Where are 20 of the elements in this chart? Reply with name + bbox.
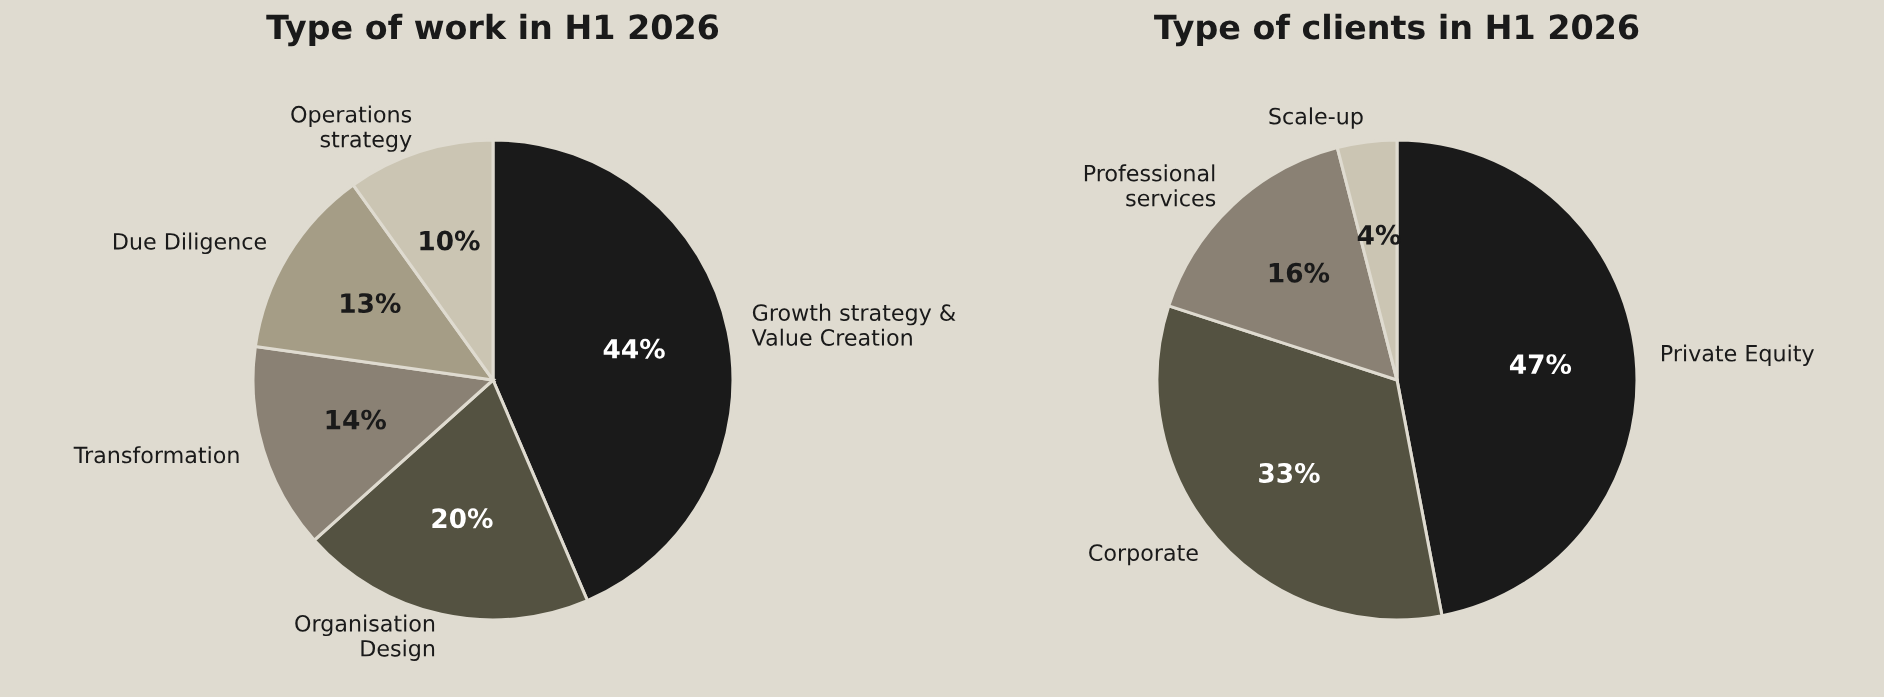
data-label: 10% (420, 230, 480, 251)
data-label: 13% (341, 293, 401, 314)
slice-label: Operations strategy (291, 105, 412, 152)
data-label: 16% (1269, 262, 1330, 283)
slice-label: Organisation Design (295, 614, 435, 661)
slice-label: Due Diligence (114, 232, 266, 255)
data-label: 20% (432, 508, 493, 529)
chart-title: Type of work in H1 2026 (266, 13, 719, 47)
data-label: 47% (1509, 354, 1572, 375)
slice-label: Professional services (1084, 164, 1216, 207)
data-label: 4% (1357, 224, 1401, 245)
data-label: 14% (326, 409, 386, 430)
slice-label: Private Equity (1662, 344, 1814, 366)
chart-title: Type of clients in H1 2026 (1154, 13, 1639, 47)
data-label: 33% (1259, 462, 1320, 483)
slice-label: Corporate (1089, 544, 1198, 566)
data-label: 44% (603, 338, 665, 359)
slice-label: Growth strategy & Value Creation (751, 303, 956, 346)
slice-label: Transformation (73, 446, 239, 464)
slice-label: Scale-up (1269, 107, 1363, 129)
